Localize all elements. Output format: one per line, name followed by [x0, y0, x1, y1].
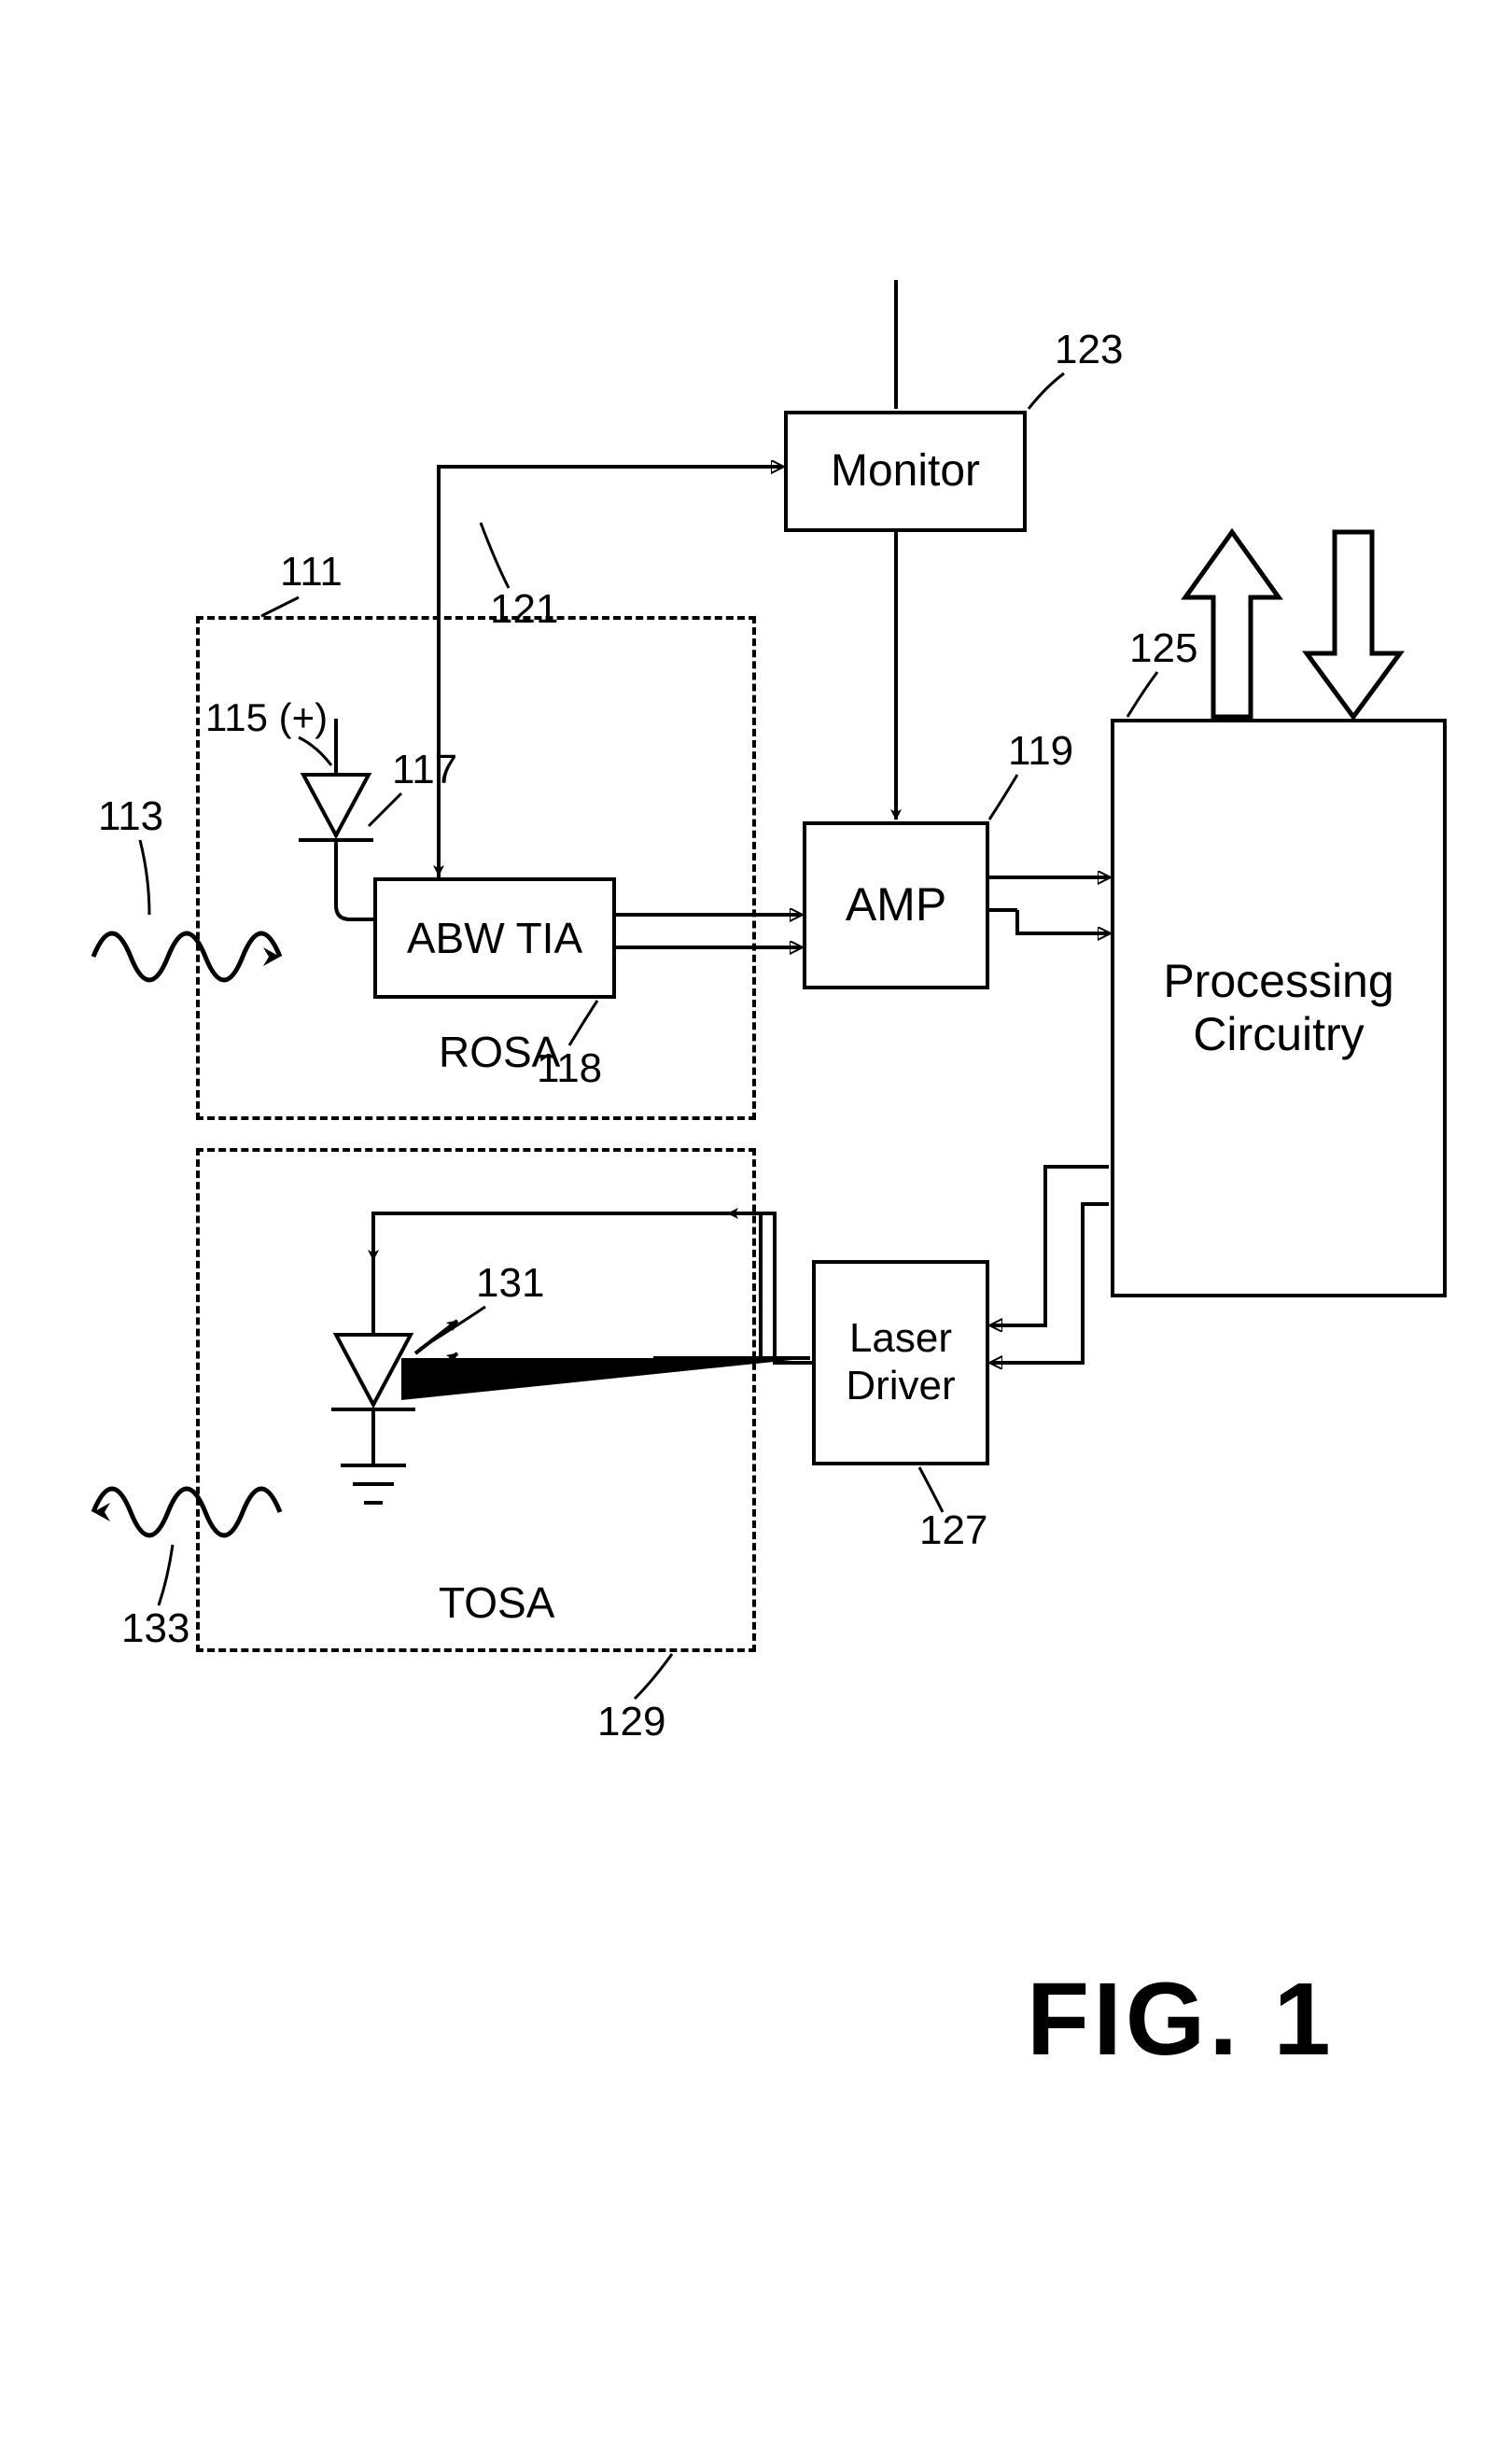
tosa-label: TOSA	[439, 1577, 554, 1628]
photodiode-icon	[299, 719, 373, 919]
ref-131: 131	[476, 1260, 544, 1307]
ref-115: 115 (+)	[205, 695, 328, 740]
ref-133: 133	[121, 1605, 189, 1652]
diagram-canvas: ABW TIA AMP Monitor Laser Driver Process…	[0, 0, 1512, 2438]
ref-119: 119	[1008, 728, 1073, 775]
proc-in-arrow-icon	[1307, 532, 1400, 717]
ref-118: 118	[537, 1045, 602, 1092]
rosa-wave	[93, 933, 280, 980]
ref-129: 129	[597, 1699, 665, 1745]
feedback-121	[439, 467, 782, 877]
figure-label: FIG. 1	[1027, 1960, 1335, 2079]
ref-127: 127	[919, 1507, 987, 1554]
ref-123: 123	[1055, 327, 1123, 373]
proc-out-arrow-icon	[1185, 532, 1279, 717]
ref-111: 111	[280, 549, 343, 595]
ref-125: 125	[1129, 625, 1197, 672]
tosa-wave	[93, 1489, 280, 1535]
ref-117: 117	[392, 747, 457, 793]
ref-121: 121	[490, 586, 558, 633]
ref-113: 113	[98, 793, 163, 840]
driver-to-tosa	[653, 1223, 810, 1363]
